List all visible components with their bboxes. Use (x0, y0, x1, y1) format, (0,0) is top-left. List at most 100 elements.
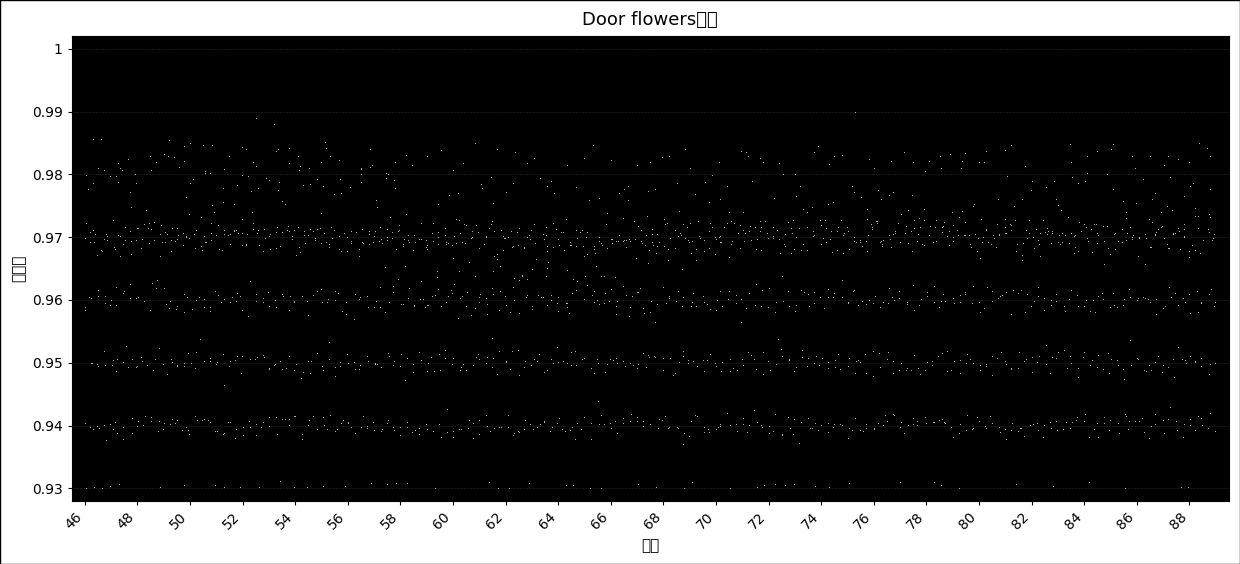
Point (988, 230, 1008, 239)
Point (779, 355, 799, 364)
Point (951, 164, 971, 173)
Point (374, 262, 394, 271)
Point (84, 238, 104, 247)
Point (1092, 289, 1112, 298)
Point (919, 231, 939, 240)
Point (583, 291, 603, 300)
Point (737, 427, 756, 436)
Point (718, 295, 738, 304)
Point (575, 271, 595, 280)
Point (107, 429, 126, 438)
Point (1060, 423, 1080, 432)
Point (733, 360, 753, 369)
Point (1094, 222, 1114, 231)
Point (317, 298, 337, 307)
Point (632, 416, 652, 425)
Point (578, 227, 598, 236)
Point (994, 222, 1014, 231)
Point (1087, 418, 1107, 428)
Point (1068, 301, 1087, 310)
Point (1173, 191, 1193, 200)
Point (937, 347, 957, 356)
Point (944, 236, 963, 245)
Point (645, 184, 665, 193)
Point (293, 180, 312, 189)
Point (1069, 246, 1089, 255)
Point (942, 221, 962, 230)
Point (480, 223, 500, 232)
Point (820, 160, 839, 169)
Point (144, 235, 164, 244)
Point (154, 149, 174, 158)
Point (750, 153, 770, 162)
Point (331, 419, 351, 428)
Point (859, 296, 879, 305)
Point (547, 299, 567, 308)
Point (808, 142, 828, 151)
Point (1193, 236, 1213, 245)
Point (213, 430, 233, 439)
Point (383, 422, 403, 431)
Point (1128, 233, 1148, 243)
Point (1178, 246, 1198, 255)
Point (687, 412, 707, 421)
Point (205, 426, 224, 435)
Point (975, 157, 994, 166)
Point (794, 240, 813, 249)
Point (291, 292, 311, 301)
Point (260, 229, 280, 238)
Point (584, 287, 604, 296)
Point (1087, 146, 1107, 155)
Point (224, 200, 244, 209)
Point (481, 220, 501, 229)
Point (451, 425, 471, 434)
Point (409, 294, 429, 303)
Point (1038, 227, 1058, 236)
Point (802, 226, 822, 235)
Point (987, 353, 1007, 362)
Point (325, 296, 345, 305)
Point (818, 285, 838, 294)
Point (350, 364, 370, 373)
Point (645, 352, 665, 362)
Point (701, 305, 720, 314)
Point (619, 196, 639, 205)
Point (982, 287, 1002, 296)
Point (476, 232, 496, 241)
Point (477, 353, 497, 362)
Point (1054, 301, 1074, 310)
Point (745, 301, 765, 310)
Point (649, 415, 668, 424)
Point (393, 239, 413, 248)
Point (668, 206, 688, 215)
Point (484, 266, 503, 275)
Point (745, 364, 765, 373)
Point (144, 365, 164, 374)
Point (1140, 434, 1159, 443)
Point (74, 306, 94, 315)
Point (931, 296, 951, 305)
Point (529, 350, 549, 359)
Point (926, 236, 946, 245)
Point (1179, 289, 1199, 298)
Point (662, 370, 682, 379)
Point (264, 120, 284, 129)
Point (97, 232, 117, 241)
Point (658, 244, 678, 253)
Point (1011, 285, 1030, 294)
Point (915, 167, 935, 176)
Point (403, 367, 423, 376)
Point (241, 423, 260, 432)
Point (337, 232, 357, 241)
Point (706, 233, 725, 242)
Point (498, 422, 518, 431)
Point (222, 293, 242, 302)
Point (785, 306, 805, 315)
Point (1188, 287, 1208, 296)
Point (144, 218, 164, 227)
Point (916, 358, 936, 367)
Point (879, 191, 899, 200)
Point (815, 215, 835, 224)
Point (521, 235, 541, 244)
Point (691, 233, 711, 242)
